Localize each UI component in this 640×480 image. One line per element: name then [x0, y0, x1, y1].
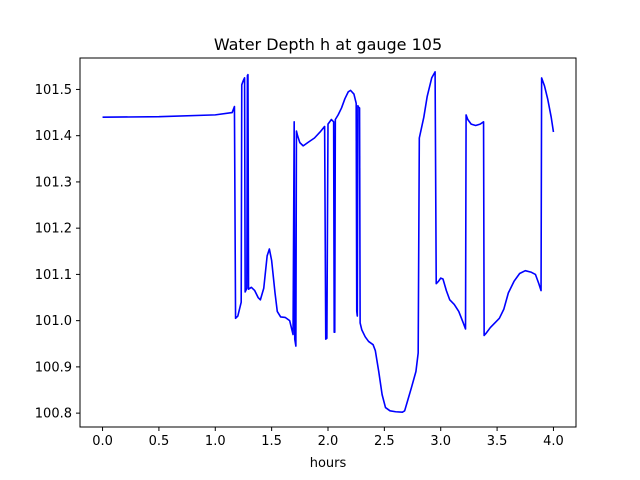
series-line: [102, 71, 555, 413]
series-layer: [102, 71, 555, 413]
y-tick-label: 101.5: [35, 83, 72, 98]
x-tick-label: 4.0: [543, 434, 564, 449]
x-tick-label: 1.5: [261, 434, 282, 449]
x-tick-label: 1.0: [205, 434, 226, 449]
y-tick-label: 101.3: [35, 175, 72, 190]
y-tick-label: 101.4: [35, 129, 72, 144]
y-tick-label: 101.1: [35, 268, 72, 283]
y-tick-label: 100.8: [35, 407, 72, 422]
y-tick-label: 101.0: [35, 314, 72, 329]
x-axis-label: hours: [310, 456, 347, 471]
x-tick-label: 0.5: [149, 434, 170, 449]
x-tick-label: 2.0: [318, 434, 339, 449]
x-tick-label: 0.0: [92, 434, 113, 449]
y-tick-label: 101.2: [35, 222, 72, 237]
x-tick-label: 2.5: [374, 434, 395, 449]
y-axis: 100.8 100.9 101.0 101.1 101.2 101.3 101.4 101.5: [35, 83, 80, 422]
x-axis: 0.0 0.5 1.0 1.5 2.0 2.5 3.0 3.5 4.0: [92, 427, 564, 449]
x-tick-label: 3.0: [430, 434, 451, 449]
y-tick-label: 100.9: [35, 360, 72, 375]
chart-title: Water Depth h at gauge 105: [214, 35, 442, 54]
x-tick-label: 3.5: [487, 434, 508, 449]
